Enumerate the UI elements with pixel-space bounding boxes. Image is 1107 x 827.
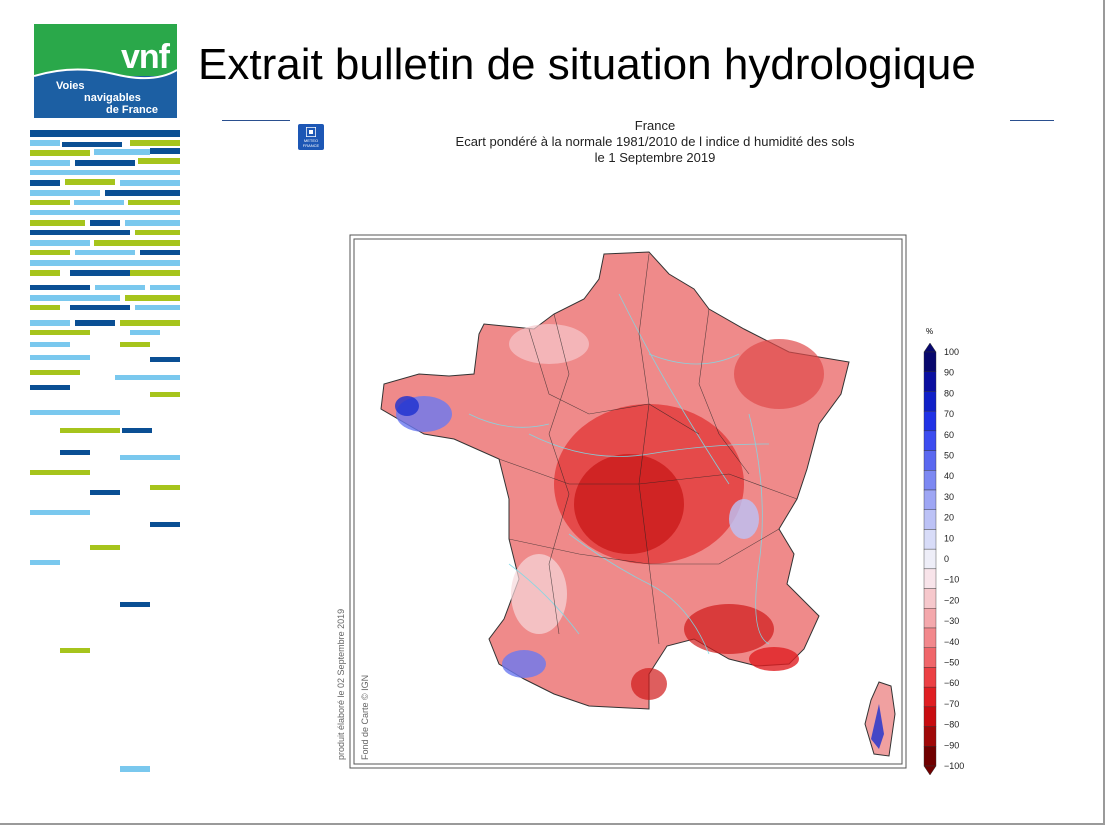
- legend-tick-label: 90: [944, 368, 954, 378]
- logo-line-2: navigables: [84, 92, 141, 104]
- france-mainland: [380, 251, 850, 710]
- legend-unit: %: [926, 327, 933, 336]
- legend-tick-label: 30: [944, 492, 954, 502]
- meteo-france-icon: [306, 127, 316, 137]
- legend-swatch: [923, 509, 937, 530]
- decorative-stripes: [30, 130, 180, 772]
- meteo-logo-l1: METEO: [303, 138, 319, 143]
- legend-tick-label: 100: [944, 347, 959, 357]
- legend-tick-label: 60: [944, 430, 954, 440]
- logo-line-1: Voies: [56, 80, 85, 92]
- legend-swatch: [923, 371, 937, 392]
- legend-swatch: [923, 489, 937, 510]
- logo-green-band: [34, 24, 177, 76]
- legend-swatch: [923, 706, 937, 727]
- legend-tick-label: 40: [944, 471, 954, 481]
- chart-region: France: [634, 118, 676, 133]
- legend-swatch: [923, 430, 937, 451]
- legend-tick-label: 20: [944, 513, 954, 523]
- legend-tick-label: 80: [944, 388, 954, 398]
- legend-tick-label: 50: [944, 451, 954, 461]
- legend-swatch: [923, 686, 937, 708]
- logo-line-3: de France: [106, 104, 158, 116]
- title-rule-left: [222, 120, 290, 121]
- legend-swatch: [923, 746, 937, 767]
- legend-swatch: [923, 667, 937, 688]
- legend-tick-label: −50: [944, 658, 959, 668]
- legend-tick-label: −10: [944, 575, 959, 585]
- legend-arrow-bottom: [923, 765, 937, 776]
- vnf-logo: vnf Voies navigables de France: [34, 24, 177, 118]
- legend-swatch: [923, 391, 937, 412]
- chart-title: Ecart pondéré à la normale 1981/2010 de …: [455, 134, 855, 149]
- legend-swatch: [923, 548, 937, 570]
- legend-tick-label: 0: [944, 554, 949, 564]
- title-rule-right: [1010, 120, 1054, 121]
- legend-swatch: [923, 588, 937, 609]
- legend-tick-label: −20: [944, 595, 959, 605]
- legend-tick-label: −30: [944, 616, 959, 626]
- legend-tick-label: −70: [944, 699, 959, 709]
- legend-tick-label: −60: [944, 678, 959, 688]
- credit-map: Fond de Carte © IGN: [360, 674, 370, 760]
- slide-title: Extrait bulletin de situation hydrologiq…: [198, 40, 976, 89]
- logo-wave-icon: [34, 68, 177, 88]
- logo-brand-text: vnf: [121, 38, 170, 76]
- legend-swatch: [923, 470, 937, 491]
- chart-date: le 1 Septembre 2019: [594, 150, 716, 165]
- legend-swatch: [923, 450, 937, 471]
- legend-swatch: [923, 647, 937, 668]
- legend-tick-label: −40: [944, 637, 959, 647]
- legend-tick-label: −80: [944, 720, 959, 730]
- soil-moisture-map: [349, 234, 907, 769]
- legend-swatch: [923, 568, 937, 589]
- legend-swatch: [923, 410, 937, 432]
- legend-swatch: [923, 351, 937, 372]
- legend-tick-label: 10: [944, 533, 954, 543]
- meteo-france-logo: METEO FRANCE: [298, 124, 324, 150]
- legend-arrow-top: [923, 342, 937, 353]
- meteo-logo-l2: FRANCE: [302, 143, 320, 148]
- legend-tick-label: −90: [944, 740, 959, 750]
- color-legend: %1009080706050403020100−10−20−30−40−50−6…: [923, 327, 964, 776]
- legend-swatch: [923, 627, 937, 648]
- legend-tick-label: 70: [944, 409, 954, 419]
- legend-tick-label: −100: [944, 761, 964, 771]
- credit-produced: produit élaboré le 02 Septembre 2019: [336, 608, 346, 760]
- legend-swatch: [923, 726, 937, 747]
- legend-swatch: [923, 529, 937, 550]
- legend-swatch: [923, 608, 937, 629]
